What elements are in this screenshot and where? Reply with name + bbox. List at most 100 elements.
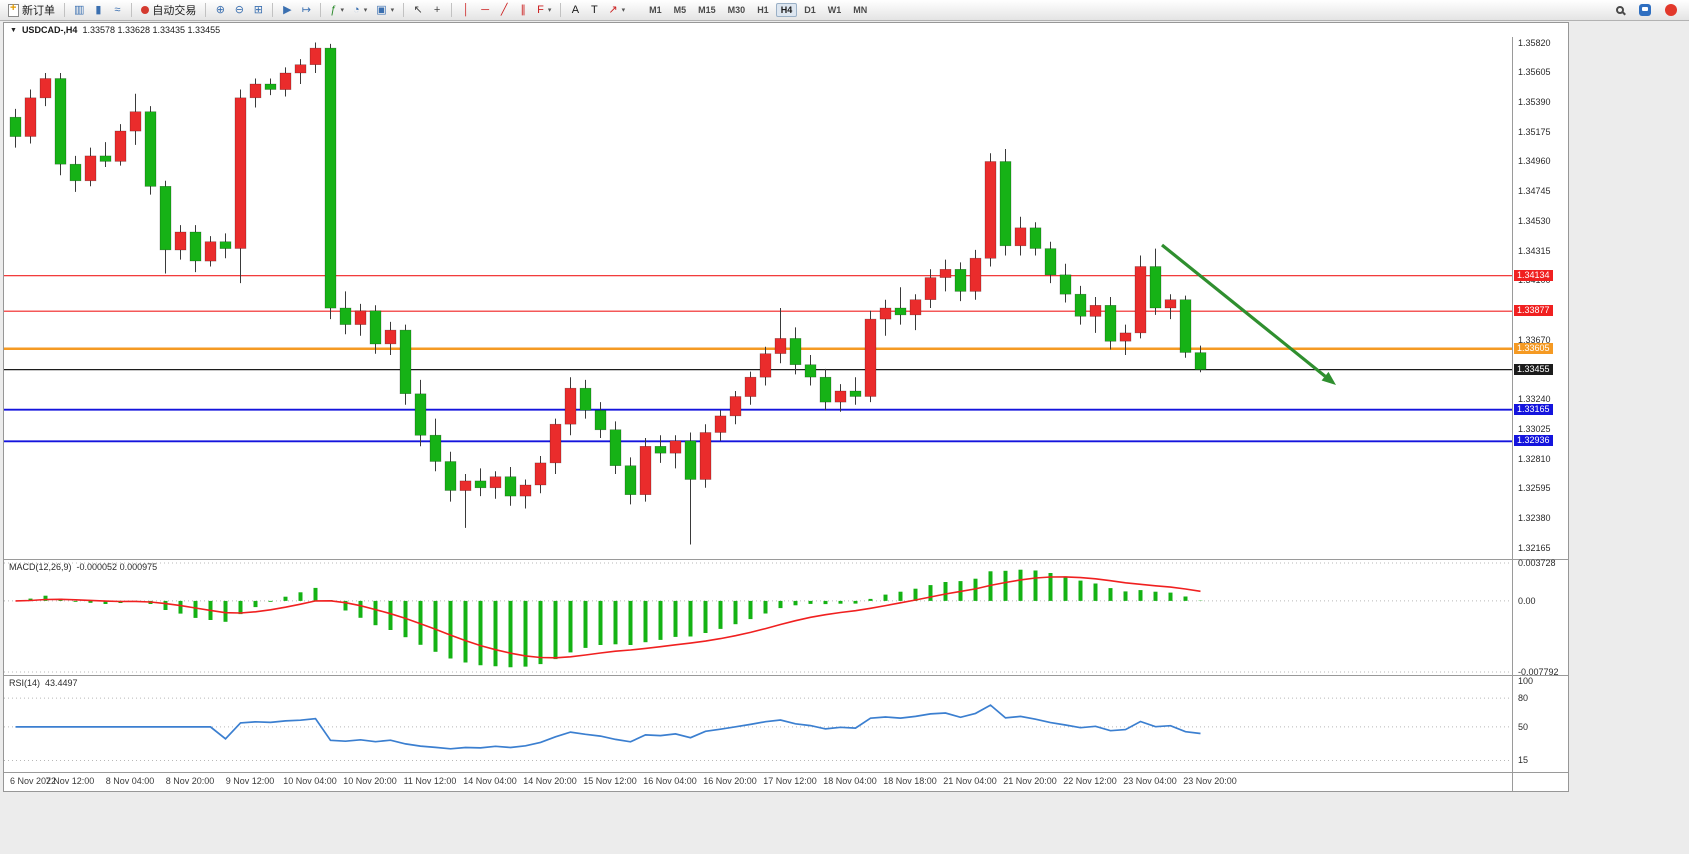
timeframe-mn-button[interactable]: MN (848, 3, 872, 17)
rsi-axis-label: 80 (1518, 693, 1529, 704)
price-axis-label: 1.34530 (1518, 215, 1551, 226)
rsi-indicator-value: 43.4497 (45, 678, 78, 688)
price-scale[interactable]: 1.35820 1.35605 1.35390 1.35175 1.34960 1.347… (1513, 23, 1568, 791)
tile-windows-button[interactable]: ⊞ (249, 2, 267, 19)
candle-body (909, 299, 922, 316)
candle-body (174, 231, 187, 251)
auto-scroll-button[interactable]: ▶ (278, 2, 296, 19)
time-axis-label: 6 Nov 2022 (10, 776, 57, 786)
timeframe-m5-button[interactable]: M5 (669, 3, 692, 17)
chart-symbol-period: USDCAD-,H4 (21, 25, 78, 35)
candle-body (294, 64, 307, 74)
candle-body (369, 310, 382, 345)
candle-body (924, 277, 937, 301)
new-order-button[interactable]: 新订单 (4, 2, 59, 19)
candle-body (444, 461, 457, 491)
toolbar-separator (131, 3, 133, 17)
macd-indicator-values: -0.000052 0.000975 (76, 562, 158, 572)
rsi-indicator-name: RSI(14) (9, 678, 41, 688)
panel-separator[interactable] (4, 675, 1568, 676)
candle-body (1029, 227, 1042, 249)
candlestick-chart-button[interactable]: ▮ (89, 2, 107, 19)
templates-button[interactable]: ▣ ▾ (372, 2, 398, 19)
bar-chart-button-icon: ▥ (74, 3, 85, 16)
autotrading-button[interactable]: 自动交易 (137, 2, 200, 19)
text-label-button[interactable]: T (585, 2, 603, 19)
line-chart-button-icon: ≈ (114, 3, 121, 16)
price-axis-label: 1.33240 (1518, 394, 1551, 405)
candle-body (84, 155, 97, 182)
trend-arrow[interactable] (1160, 243, 1327, 378)
candle-body (1044, 248, 1057, 276)
time-axis-label: 11 Nov 12:00 (403, 776, 457, 786)
candle-body (1164, 299, 1177, 309)
notification-icon (1665, 4, 1677, 16)
cursor-button[interactable]: ↖ (409, 2, 427, 19)
timeframe-m15-button[interactable]: M15 (693, 3, 721, 17)
fibonacci-button[interactable]: F ▾ (533, 2, 555, 19)
candle-body (54, 78, 67, 165)
bar-chart-button[interactable]: ▥ (70, 2, 88, 19)
zoom-in-button[interactable]: ⊕ (211, 2, 229, 19)
timeframe-w1-button[interactable]: W1 (823, 3, 847, 17)
time-axis-label: 16 Nov 20:00 (703, 776, 757, 786)
candle-body (474, 480, 487, 489)
candle-body (309, 47, 322, 66)
toolbar-separator (560, 3, 562, 17)
candle-body (654, 445, 667, 454)
text-button[interactable]: A (566, 2, 584, 19)
timeframe-h1-button[interactable]: H1 (752, 3, 774, 17)
horizontal-line-button[interactable]: ─ (476, 2, 494, 19)
channel-button[interactable]: ∥ (514, 2, 532, 19)
candle-body (834, 390, 847, 403)
candle-body (579, 387, 592, 411)
search-button[interactable] (1611, 2, 1629, 19)
candle-body (624, 465, 637, 496)
chart-shift-button-icon: ↦ (301, 3, 312, 16)
price-axis-label: 1.35390 (1518, 96, 1551, 107)
candle-body (1179, 299, 1192, 353)
candle-body (1014, 227, 1027, 247)
chart-titlebar: ▼ USDCAD-,H4 1.33578 1.33628 1.33435 1.3… (4, 23, 1568, 37)
time-axis-label: 16 Nov 04:00 (643, 776, 697, 786)
periods-button-icon: ◔ (353, 3, 360, 16)
line-chart-button[interactable]: ≈ (108, 2, 126, 19)
vertical-line-button-icon: │ (462, 3, 470, 16)
rsi-panel-canvas[interactable] (4, 676, 1513, 772)
dropdown-caret-icon: ▾ (621, 7, 626, 14)
candle-body (339, 307, 352, 325)
candle-body (24, 97, 37, 137)
timeframe-m30-button[interactable]: M30 (723, 3, 751, 17)
time-axis[interactable]: 6 Nov 2022 7 Nov 12:00 8 Nov 04:00 8 Nov 20… (4, 773, 1512, 791)
crosshair-button[interactable]: + (428, 2, 446, 19)
candle-body (9, 116, 22, 137)
zoom-out-button[interactable]: ⊖ (230, 2, 248, 19)
chart-shift-button[interactable]: ↦ (297, 2, 315, 19)
price-chart-canvas[interactable] (4, 37, 1513, 559)
arrows-button[interactable]: ↗ ▾ (604, 2, 629, 19)
candle-body (1104, 304, 1117, 342)
candle-body (249, 83, 262, 99)
notifications-button[interactable] (1661, 2, 1681, 19)
candle-body (849, 390, 862, 397)
vertical-line-button[interactable]: │ (457, 2, 475, 19)
candle-body (489, 476, 502, 489)
candle-body (729, 396, 742, 417)
timeframe-d1-button[interactable]: D1 (799, 3, 821, 17)
candle-body (1134, 266, 1147, 334)
periods-button[interactable]: ◔ ▾ (349, 2, 371, 19)
indicators-button[interactable]: ƒ ▾ (326, 2, 348, 19)
candle-body (804, 364, 817, 378)
panel-separator[interactable] (4, 559, 1568, 560)
symbol-dropdown-icon[interactable]: ▼ (10, 26, 17, 34)
community-button[interactable] (1635, 2, 1655, 19)
macd-panel-canvas[interactable] (4, 560, 1513, 675)
candle-body (744, 376, 757, 397)
candle-body (159, 186, 172, 251)
time-axis-label: 17 Nov 12:00 (763, 776, 817, 786)
trendline-button[interactable]: ╱ (495, 2, 513, 19)
timeframe-h4-button[interactable]: H4 (775, 3, 798, 17)
candle-body (1194, 352, 1207, 370)
timeframe-m1-button[interactable]: M1 (644, 3, 667, 17)
text-button-icon: A (571, 3, 580, 16)
